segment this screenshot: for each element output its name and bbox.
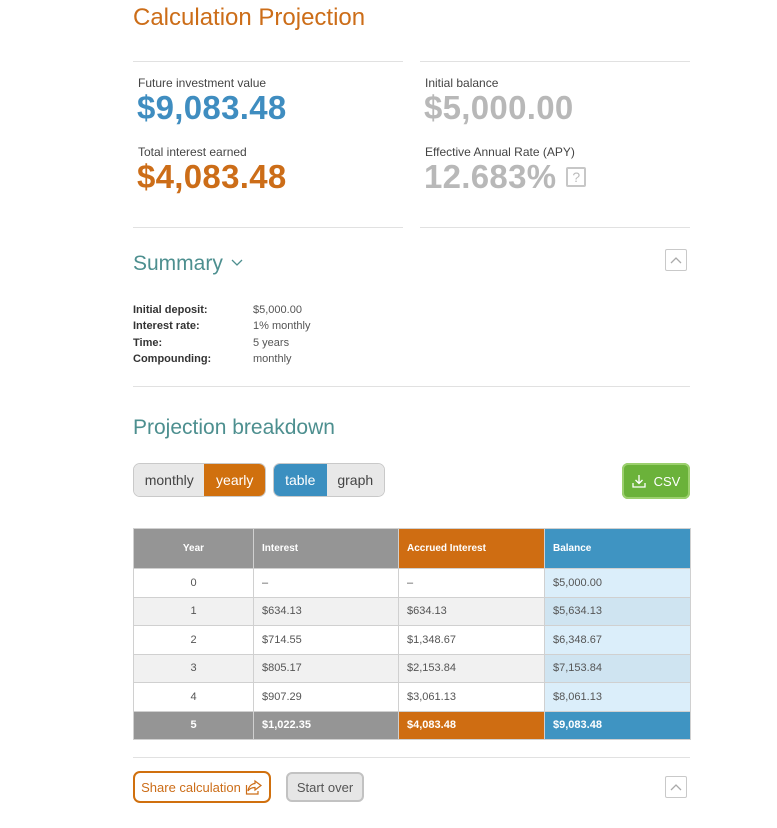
header-balance: Balance (544, 528, 691, 569)
view-toggle: table graph (273, 463, 385, 497)
cell-year: 1 (133, 596, 254, 626)
future-value-label: Future investment value (138, 76, 267, 90)
divider (133, 61, 403, 62)
cell-accrued: $2,153.84 (398, 653, 545, 683)
graph-view-button[interactable]: graph (326, 464, 384, 496)
apy-value: 12.683%? (424, 158, 587, 196)
total-accrued: $4,083.48 (398, 710, 545, 740)
cell-balance: $8,061.13 (544, 682, 691, 712)
header-year: Year (133, 528, 254, 569)
total-year: 5 (133, 710, 254, 740)
summary-label: Interest rate: (133, 320, 200, 332)
collapse-summary-button[interactable] (665, 249, 687, 271)
cell-balance: $6,348.67 (544, 625, 691, 655)
future-value: $9,083.48 (137, 89, 287, 126)
summary-value: 5 years (253, 337, 290, 349)
table-view-button[interactable]: table (274, 464, 327, 496)
summary-value: monthly (253, 353, 292, 365)
initial-balance: $5,000.00 (424, 89, 574, 126)
yearly-button[interactable]: yearly (204, 464, 265, 496)
divider (133, 386, 690, 387)
start-over-button[interactable]: Start over (286, 772, 364, 802)
summary-value: 1% monthly (253, 320, 311, 332)
summary-label: Compounding: (133, 353, 212, 365)
period-toggle: monthly yearly (133, 463, 266, 497)
page-title: Calculation Projection (133, 4, 366, 31)
cell-year: 2 (133, 625, 254, 655)
cell-accrued: $3,061.13 (398, 682, 545, 712)
summary-title: Summary (133, 252, 223, 275)
divider (133, 227, 403, 228)
summary-toggle[interactable]: Summary (133, 252, 243, 276)
table-row: 0 – – $5,000.00 (133, 568, 691, 598)
cell-interest: $907.29 (253, 682, 399, 712)
cell-interest: $805.17 (253, 653, 399, 683)
apy-label: Effective Annual Rate (APY) (425, 145, 575, 159)
total-balance: $9,083.48 (544, 710, 691, 740)
chevron-up-icon (670, 257, 682, 264)
header-accrued-interest: Accrued Interest (398, 528, 545, 569)
table-row: 2 $714.55 $1,348.67 $6,348.67 (133, 625, 691, 655)
table-header-row: Year Interest Accrued Interest Balance (133, 528, 691, 569)
cell-accrued: $1,348.67 (398, 625, 545, 655)
share-icon (245, 779, 262, 795)
divider (420, 61, 690, 62)
help-icon[interactable]: ? (566, 167, 587, 187)
interest-earned-label: Total interest earned (138, 145, 247, 159)
table-row: 3 $805.17 $2,153.84 $7,153.84 (133, 653, 691, 683)
csv-label: CSV (653, 473, 681, 489)
interest-earned: $4,083.48 (137, 158, 287, 195)
csv-download-button[interactable]: CSV (622, 463, 690, 499)
total-interest: $1,022.35 (253, 710, 399, 740)
header-interest: Interest (253, 528, 399, 569)
table-row: 4 $907.29 $3,061.13 $8,061.13 (133, 682, 691, 712)
share-label: Share calculation (141, 779, 241, 795)
cell-balance: $5,000.00 (544, 568, 691, 598)
cell-interest: $634.13 (253, 596, 399, 626)
share-calculation-button[interactable]: Share calculation (133, 771, 271, 803)
initial-balance-label: Initial balance (425, 76, 499, 90)
cell-year: 0 (133, 568, 254, 598)
chevron-down-icon (231, 259, 243, 266)
table-row: 1 $634.13 $634.13 $5,634.13 (133, 596, 691, 626)
cell-balance: $7,153.84 (544, 653, 691, 683)
scroll-top-button[interactable] (665, 776, 687, 798)
table-total-row: 5 $1,022.35 $4,083.48 $9,083.48 (133, 710, 691, 740)
apy-number: 12.683% (424, 158, 557, 195)
summary-value: $5,000.00 (253, 304, 302, 316)
cell-balance: $5,634.13 (544, 596, 691, 626)
cell-interest: $714.55 (253, 625, 399, 655)
cell-accrued: – (398, 568, 545, 598)
breakdown-title: Projection breakdown (133, 416, 335, 439)
divider (133, 757, 690, 758)
cell-interest: – (253, 568, 399, 598)
monthly-button[interactable]: monthly (134, 464, 205, 496)
divider (420, 227, 690, 228)
chevron-up-icon (670, 784, 682, 791)
cell-accrued: $634.13 (398, 596, 545, 626)
download-icon (631, 475, 646, 488)
cell-year: 4 (133, 682, 254, 712)
projection-table: Year Interest Accrued Interest Balance 0… (133, 528, 691, 740)
summary-label: Time: (133, 337, 163, 349)
summary-label: Initial deposit: (133, 304, 208, 316)
cell-year: 3 (133, 653, 254, 683)
